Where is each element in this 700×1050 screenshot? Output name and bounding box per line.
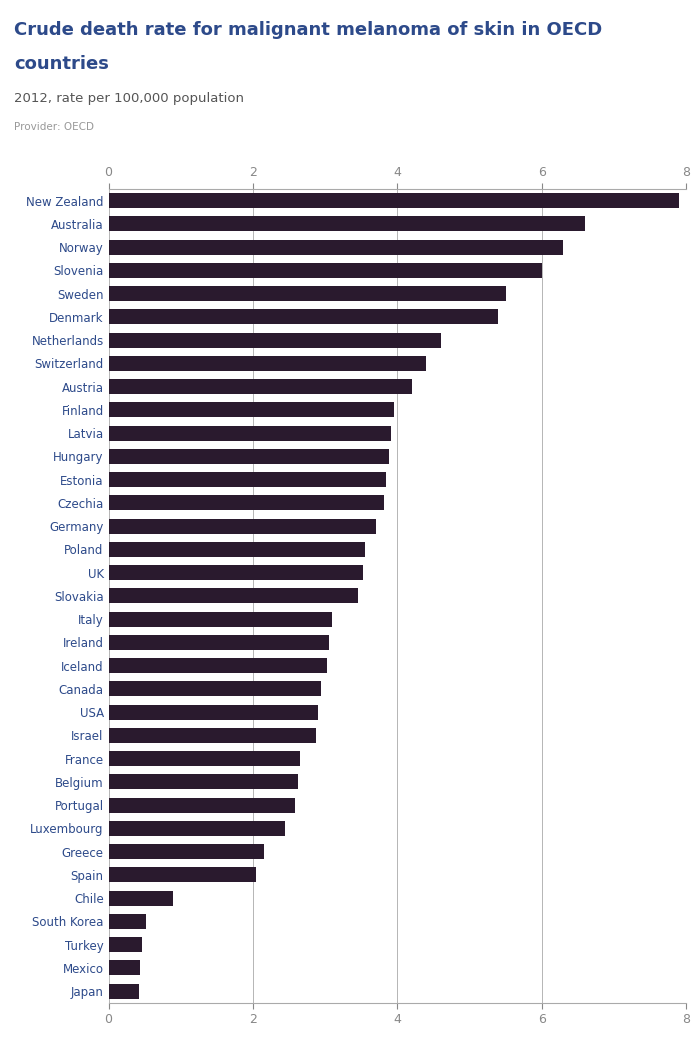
Bar	[108, 705, 318, 719]
Bar	[108, 867, 256, 882]
Bar	[108, 565, 363, 581]
Bar	[108, 239, 564, 255]
Text: 2012, rate per 100,000 population: 2012, rate per 100,000 population	[14, 92, 244, 105]
Bar	[108, 635, 329, 650]
Bar	[108, 984, 139, 999]
Bar	[108, 310, 498, 324]
Text: Crude death rate for malignant melanoma of skin in OECD: Crude death rate for malignant melanoma …	[14, 21, 602, 39]
Bar	[108, 844, 264, 859]
Text: countries: countries	[14, 55, 109, 72]
Bar	[108, 961, 140, 975]
Bar	[108, 216, 585, 231]
Bar	[108, 333, 440, 348]
Bar	[108, 286, 505, 301]
Bar	[108, 821, 286, 836]
Bar	[108, 193, 679, 208]
Bar	[108, 379, 412, 394]
Bar	[108, 542, 365, 557]
Bar	[108, 402, 393, 418]
Bar	[108, 425, 391, 441]
Text: Provider: OECD: Provider: OECD	[14, 122, 94, 132]
Bar	[108, 356, 426, 371]
Bar	[108, 519, 376, 533]
Bar	[108, 774, 298, 790]
Bar	[108, 472, 386, 487]
Bar	[108, 798, 295, 813]
Bar	[108, 914, 146, 929]
Bar	[108, 611, 332, 627]
Bar	[108, 937, 142, 952]
Bar	[108, 588, 358, 604]
Bar	[108, 751, 300, 766]
Bar	[108, 496, 384, 510]
Bar	[108, 262, 542, 278]
Bar	[108, 681, 321, 696]
Bar	[108, 728, 316, 743]
Text: figure.nz: figure.nz	[575, 18, 652, 33]
Bar	[108, 658, 326, 673]
Bar	[108, 448, 388, 464]
Bar	[108, 890, 174, 906]
